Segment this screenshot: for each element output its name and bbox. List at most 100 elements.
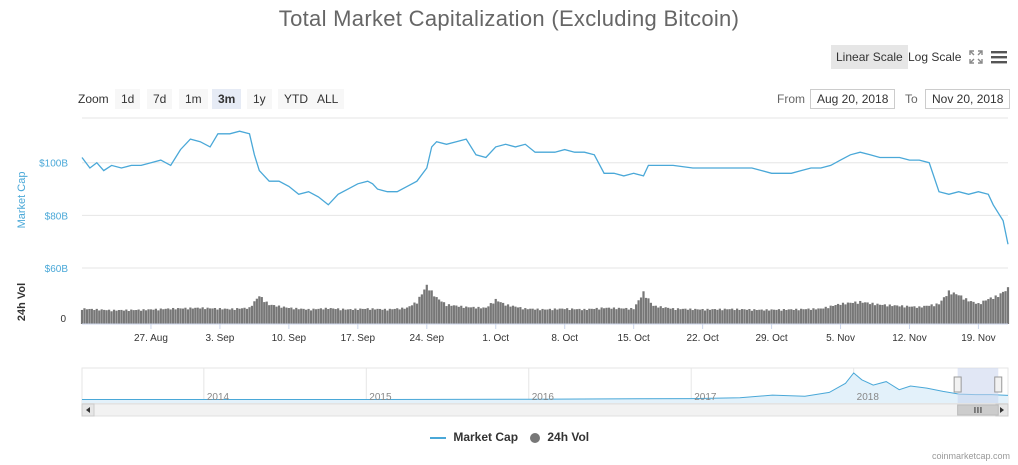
volume-bar [228, 309, 231, 324]
volume-bar [502, 302, 505, 324]
volume-bar [804, 309, 808, 324]
volume-bar [354, 308, 357, 324]
volume-bar [149, 309, 153, 324]
volume-bar [671, 308, 675, 324]
navigator-selection[interactable] [957, 368, 999, 403]
volume-bar [558, 308, 561, 324]
volume-bar [878, 304, 882, 324]
legend-volume-label: 24h Vol [547, 430, 590, 444]
zoom-ytd-button[interactable]: YTD [278, 89, 314, 109]
volume-bar [85, 309, 89, 324]
volume-bar [226, 308, 229, 324]
volume-bar [607, 307, 611, 324]
volume-bar [681, 308, 685, 324]
volume-bar [718, 308, 721, 324]
volume-bar [186, 309, 189, 324]
volume-bar [827, 308, 830, 324]
volume-bar [913, 306, 916, 324]
volume-bar [536, 308, 539, 324]
zoom-1d-button[interactable]: 1d [115, 89, 141, 109]
volume-bar [992, 298, 995, 324]
volume-bar [659, 306, 662, 324]
volume-bar [1004, 291, 1007, 324]
volume-bar [802, 309, 805, 324]
volume-bar [324, 307, 327, 324]
volume-bar [849, 302, 852, 324]
volume-bar [144, 310, 148, 324]
from-date-input[interactable]: Aug 20, 2018 [810, 89, 896, 109]
volume-bar [635, 304, 638, 324]
volume-bar [740, 309, 744, 324]
scrollbar-track[interactable] [81, 403, 1009, 417]
volume-bar [703, 310, 707, 324]
volume-bar [593, 308, 596, 324]
volume-bar [250, 305, 254, 324]
volume-bar [497, 301, 500, 324]
volume-bar [420, 294, 423, 324]
volume-bar [979, 304, 983, 324]
volume-bar [790, 309, 793, 324]
legend-volume[interactable]: 24h Vol [530, 430, 589, 444]
zoom-7d-button[interactable]: 7d [147, 89, 173, 109]
volume-bar [258, 296, 261, 324]
volume-bar [748, 308, 751, 324]
zoom-1m-button[interactable]: 1m [179, 89, 208, 109]
volume-bar [676, 308, 680, 324]
navigator-left-handle[interactable] [953, 376, 962, 393]
volume-bar [83, 308, 86, 324]
volume-bar [297, 309, 300, 324]
x-tick-label: 17. Sep [341, 333, 376, 344]
volume-bar [982, 300, 985, 324]
to-date-input[interactable]: Nov 20, 2018 [925, 89, 1011, 109]
log-scale-button[interactable]: Log Scale [908, 50, 962, 64]
volume-bar [531, 308, 534, 324]
volume-bar [280, 307, 283, 324]
volume-bar [689, 308, 692, 324]
legend-market-cap[interactable]: Market Cap [430, 430, 518, 444]
volume-bar [474, 308, 478, 324]
volume-bar [543, 309, 547, 324]
volume-bar [792, 309, 795, 324]
volume-bar [201, 307, 204, 324]
volume-bar [615, 309, 618, 324]
volume-bar [152, 309, 155, 324]
market-cap-chart[interactable]: Market Cap 24h Vol 0 $100B $80B $60B 27. A… [0, 0, 1018, 420]
volume-bar [728, 309, 731, 324]
volume-bar [699, 309, 702, 324]
from-label: From [777, 92, 805, 106]
volume-bar [494, 298, 497, 324]
credit-link[interactable]: coinmarketcap.com [931, 451, 1010, 461]
volume-bar [334, 309, 337, 324]
expand-icon[interactable] [967, 48, 985, 66]
navigator-right-handle[interactable] [994, 376, 1003, 393]
volume-bar [401, 307, 404, 324]
volume-bar [504, 305, 507, 324]
zoom-1y-button[interactable]: 1y [247, 89, 272, 109]
volume-bar [903, 307, 906, 324]
volume-bar [255, 298, 258, 324]
volume-bar [817, 308, 820, 324]
volume-bar [910, 306, 914, 324]
volume-bar [590, 308, 593, 324]
volume-bar [753, 309, 756, 324]
volume-bar [381, 309, 384, 324]
volume-bar [797, 310, 800, 324]
volume-bar [662, 308, 665, 324]
volume-bar [369, 309, 372, 324]
volume-bar [915, 307, 918, 324]
volume-bar [999, 293, 1002, 324]
volume-bar [204, 309, 207, 324]
volume-bar [337, 308, 340, 324]
volume-bar [314, 309, 318, 324]
zoom-all-button[interactable]: ALL [311, 89, 345, 109]
linear-scale-button[interactable]: Linear Scale [831, 45, 908, 69]
hamburger-menu-icon[interactable] [990, 48, 1008, 66]
volume-bar [440, 301, 443, 324]
volume-bar [470, 307, 473, 324]
volume-bar [844, 304, 847, 324]
volume-bar [669, 308, 672, 324]
volume-bar [88, 308, 91, 324]
zoom-3m-button[interactable]: 3m [212, 89, 242, 109]
volume-bar [713, 309, 717, 324]
volume-bar [585, 310, 588, 324]
